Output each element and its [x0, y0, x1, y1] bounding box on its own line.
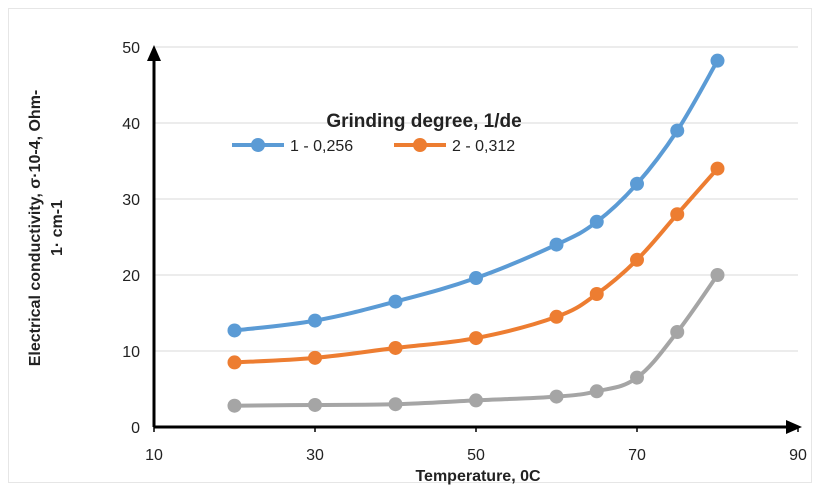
legend-label: 2 - 0,312: [452, 138, 515, 155]
data-point: [670, 325, 685, 339]
data-point: [549, 309, 564, 324]
data-point: [469, 331, 483, 346]
data-point: [589, 287, 604, 301]
legend-entry-1: 1 - 0,256: [232, 138, 353, 155]
data-point: [227, 355, 242, 370]
x-tick-label: 30: [306, 447, 324, 464]
legend-label: 1 - 0,256: [290, 138, 353, 155]
y-axis-title: Electrical conductivity, σ·10-4, Ohm- 1·…: [27, 90, 66, 367]
data-point: [469, 271, 483, 286]
data-point: [308, 397, 322, 412]
data-point: [670, 207, 685, 222]
data-point: [227, 323, 242, 338]
data-point: [388, 294, 403, 309]
data-point: [589, 214, 604, 229]
data-point: [589, 384, 604, 399]
y-axis-title-line-2: 1· cm-1: [49, 200, 66, 256]
series-line-2: [232, 166, 720, 365]
data-point: [469, 393, 483, 408]
data-point: [710, 53, 725, 68]
data-point: [388, 340, 403, 355]
x-tick-label: 10: [145, 447, 163, 464]
data-point: [710, 161, 725, 176]
legend: Grinding degree, 1/de 1 - 0,256 2 - 0,312: [232, 111, 522, 155]
x-axis-title: Temperature, 0C: [415, 468, 541, 485]
legend-entry-2: 2 - 0,312: [394, 138, 515, 155]
data-point: [227, 398, 242, 413]
y-tick-label: 30: [122, 192, 140, 209]
data-point: [308, 313, 322, 328]
gridlines: [154, 46, 798, 352]
data-point: [388, 397, 403, 412]
data-point: [308, 350, 322, 365]
x-tick-label: 90: [789, 447, 807, 464]
series-3: [227, 268, 725, 413]
y-axis-title-line-1: Electrical conductivity, σ·10-4, Ohm-: [27, 90, 44, 367]
y-tick-label: 20: [122, 268, 140, 285]
data-point: [630, 370, 644, 385]
axes: [147, 45, 802, 434]
data-point: [630, 252, 644, 267]
data-point: [549, 237, 564, 252]
chart-frame: [8, 8, 812, 483]
x-tick-label: 70: [628, 447, 646, 464]
series-1: [227, 53, 725, 338]
y-tick-label: 0: [131, 420, 140, 437]
x-tick-label: 50: [467, 447, 485, 464]
series-layer: [227, 53, 725, 413]
series-line-1: [232, 58, 720, 333]
x-axis-arrow: [786, 420, 802, 434]
data-point: [630, 176, 644, 191]
legend-title: Grinding degree, 1/de: [326, 111, 521, 132]
series-2: [227, 161, 725, 370]
data-point: [670, 123, 685, 138]
legend-swatch-marker: [251, 138, 265, 152]
y-tick-label: 40: [122, 116, 140, 133]
legend-items: 1 - 0,256 2 - 0,312: [232, 138, 515, 155]
tick-labels: 0 10 20 30 40 50 10 30 50 70 90: [122, 40, 807, 464]
y-tick-label: 10: [122, 344, 140, 361]
y-axis-arrow: [147, 45, 161, 61]
legend-swatch-marker: [413, 138, 427, 152]
y-tick-label: 50: [122, 40, 140, 57]
data-point: [549, 389, 564, 404]
data-point: [710, 268, 725, 282]
